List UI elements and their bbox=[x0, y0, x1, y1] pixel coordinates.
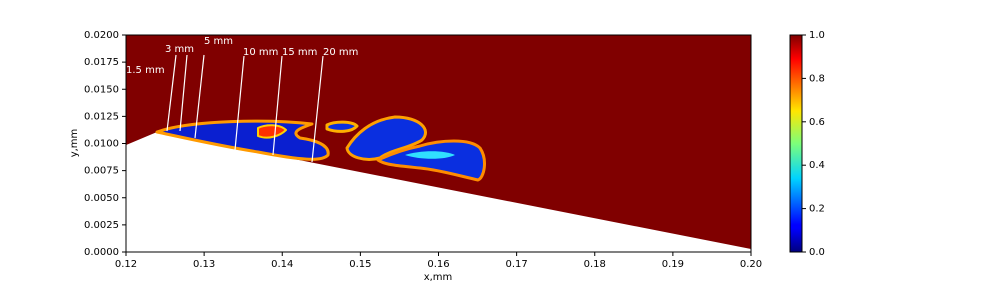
y-tick-label: 0.0175 bbox=[84, 57, 119, 68]
annotation-line bbox=[179, 54, 188, 132]
annotation-line bbox=[311, 55, 324, 163]
x-tick-label: 0.20 bbox=[740, 259, 762, 270]
x-tick-label: 0.12 bbox=[115, 259, 137, 270]
y-tick-label: 0.0125 bbox=[84, 111, 119, 122]
colorbar-tick-label: 0.2 bbox=[809, 204, 825, 215]
x-tick-label: 0.14 bbox=[271, 259, 293, 270]
y-tick-label: 0.0100 bbox=[84, 139, 119, 150]
annotation-line bbox=[272, 55, 283, 156]
x-axis-label: x,mm bbox=[424, 272, 453, 283]
y-tick-label: 0.0200 bbox=[84, 30, 119, 41]
colorbar-tick-label: 0.0 bbox=[809, 247, 825, 258]
y-tick-label: 0.0150 bbox=[84, 84, 119, 95]
cavities bbox=[155, 115, 486, 182]
annotation-line bbox=[234, 55, 245, 151]
annotation-line bbox=[194, 54, 205, 139]
y-tick-label: 0.0050 bbox=[84, 193, 119, 204]
field bbox=[126, 35, 751, 252]
y-tick-label: 0.0000 bbox=[84, 247, 119, 258]
colorbar bbox=[789, 34, 803, 253]
x-tick-label: 0.15 bbox=[349, 259, 371, 270]
colorbar-tick-label: 0.4 bbox=[809, 160, 825, 171]
x-tick-label: 0.13 bbox=[193, 259, 215, 270]
annotation: 3 mm bbox=[165, 44, 194, 55]
colorbar-tick-label: 0.6 bbox=[809, 117, 825, 128]
wall bbox=[126, 132, 751, 252]
annotation: 20 mm bbox=[323, 47, 358, 58]
x-tick-label: 0.17 bbox=[505, 259, 527, 270]
annotation: 10 mm bbox=[243, 47, 278, 58]
annotation-line bbox=[166, 54, 177, 132]
colorbar-tick-label: 1.0 bbox=[809, 30, 825, 41]
y-tick-label: 0.0025 bbox=[84, 220, 119, 231]
annotation: 15 mm bbox=[282, 47, 317, 58]
y-axis-label: y,mm bbox=[69, 129, 80, 158]
x-tick-label: 0.16 bbox=[427, 259, 449, 270]
annotation: 5 mm bbox=[204, 36, 233, 47]
x-tick-label: 0.19 bbox=[662, 259, 684, 270]
colorbar-tick-label: 0.8 bbox=[809, 73, 825, 84]
annotation: 1.5 mm bbox=[126, 65, 165, 76]
y-tick-label: 0.0075 bbox=[84, 166, 119, 177]
x-tick-label: 0.18 bbox=[584, 259, 606, 270]
